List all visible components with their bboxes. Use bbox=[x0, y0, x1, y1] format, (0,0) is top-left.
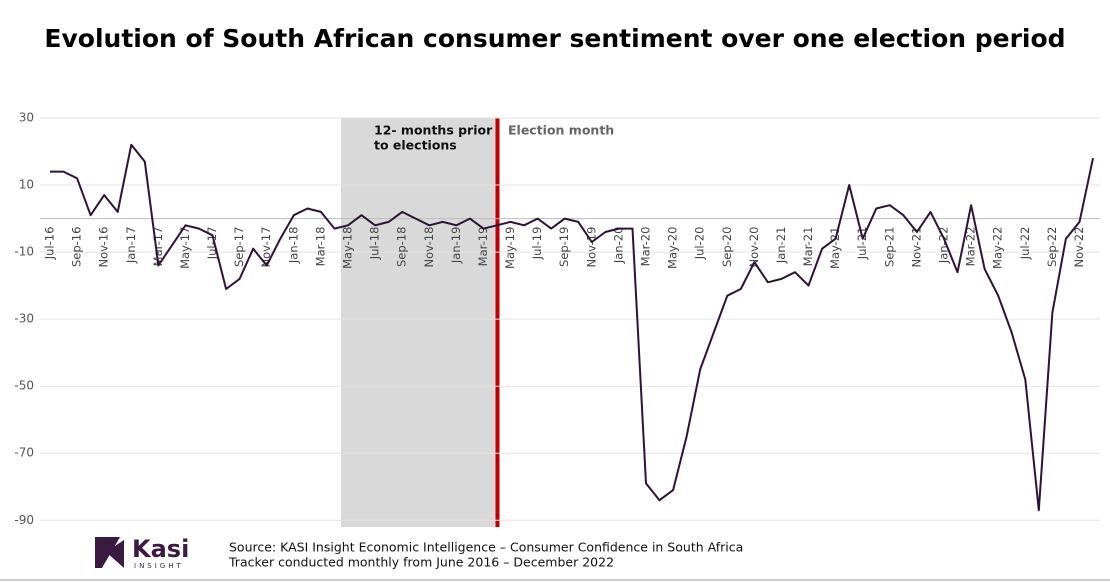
x-tick-label: Jan-19 bbox=[449, 227, 463, 265]
x-tick-label: Jul-22 bbox=[1018, 227, 1032, 261]
x-tick-label: Mar-18 bbox=[313, 227, 327, 267]
x-tick-label: Sep-21 bbox=[882, 227, 896, 267]
logo: Kasi INSIGHT bbox=[95, 535, 189, 570]
source: Tracker conducted monthly from June 2016… bbox=[228, 555, 614, 570]
x-tick-label: May-19 bbox=[503, 227, 517, 269]
x-tick-label: Nov-20 bbox=[747, 227, 761, 268]
x-tick-label: Nov-21 bbox=[909, 227, 923, 268]
x-tick-label: Sep-16 bbox=[70, 227, 84, 267]
x-tick-label: May-18 bbox=[341, 227, 355, 269]
pre-election-shade bbox=[341, 118, 497, 527]
y-tick-label: -90 bbox=[14, 513, 34, 527]
x-tick-label: Mar-22 bbox=[964, 227, 978, 267]
x-tick-label: Nov-18 bbox=[422, 227, 436, 268]
x-tick-label: Mar-19 bbox=[476, 227, 490, 267]
x-tick-label: Jan-18 bbox=[286, 227, 300, 265]
x-tick-label: May-22 bbox=[991, 227, 1005, 269]
y-tick-label: -50 bbox=[14, 379, 34, 393]
source: Source: KASI Insight Economic Intelligen… bbox=[229, 540, 743, 555]
x-tick-label: May-17 bbox=[178, 227, 192, 269]
x-tick-label: Jan-17 bbox=[124, 227, 138, 265]
x-tick-label: Nov-16 bbox=[97, 227, 111, 268]
x-tick-label: Jan-21 bbox=[774, 227, 788, 265]
chart-title: Evolution of South African consumer sent… bbox=[44, 24, 1065, 53]
x-tick-label: Jul-19 bbox=[530, 227, 544, 261]
x-tick-label: Jul-18 bbox=[368, 227, 382, 261]
x-tick-label: Sep-17 bbox=[232, 227, 246, 267]
y-tick-label: -30 bbox=[14, 312, 34, 326]
x-tick-label: Jul-20 bbox=[693, 227, 707, 261]
y-tick-label: 10 bbox=[19, 178, 34, 192]
y-tick-label: -70 bbox=[14, 446, 34, 460]
y-tick-label: 30 bbox=[19, 111, 34, 125]
annotation: Election month bbox=[508, 123, 614, 138]
x-tick-label: Sep-19 bbox=[557, 227, 571, 267]
annotation: to elections bbox=[374, 138, 457, 153]
logo-sub: INSIGHT bbox=[134, 562, 184, 570]
x-tick-label: May-21 bbox=[828, 227, 842, 269]
annotation: 12- months prior bbox=[374, 123, 493, 138]
x-tick-label: May-20 bbox=[666, 227, 680, 269]
x-tick-label: Jan-20 bbox=[611, 227, 625, 265]
x-tick-label: Jul-21 bbox=[855, 227, 869, 261]
x-tick-label: Jul-17 bbox=[205, 227, 219, 261]
election-line bbox=[495, 118, 500, 527]
x-tick-label: Nov-17 bbox=[259, 227, 273, 268]
logo-name: Kasi bbox=[132, 535, 189, 563]
x-tick-label: Mar-21 bbox=[801, 227, 815, 267]
x-tick-label: Sep-22 bbox=[1045, 227, 1059, 267]
x-tick-label: Jan-22 bbox=[937, 227, 951, 265]
x-tick-label: Jul-16 bbox=[43, 227, 57, 261]
x-tick-label: Nov-22 bbox=[1072, 227, 1086, 268]
series-line bbox=[50, 143, 1094, 512]
logo-icon bbox=[95, 537, 124, 568]
x-tick-label: Sep-18 bbox=[395, 227, 409, 267]
x-tick-label: Sep-20 bbox=[720, 227, 734, 267]
x-tick-label: Mar-20 bbox=[639, 227, 653, 267]
y-tick-label: -10 bbox=[14, 245, 34, 259]
